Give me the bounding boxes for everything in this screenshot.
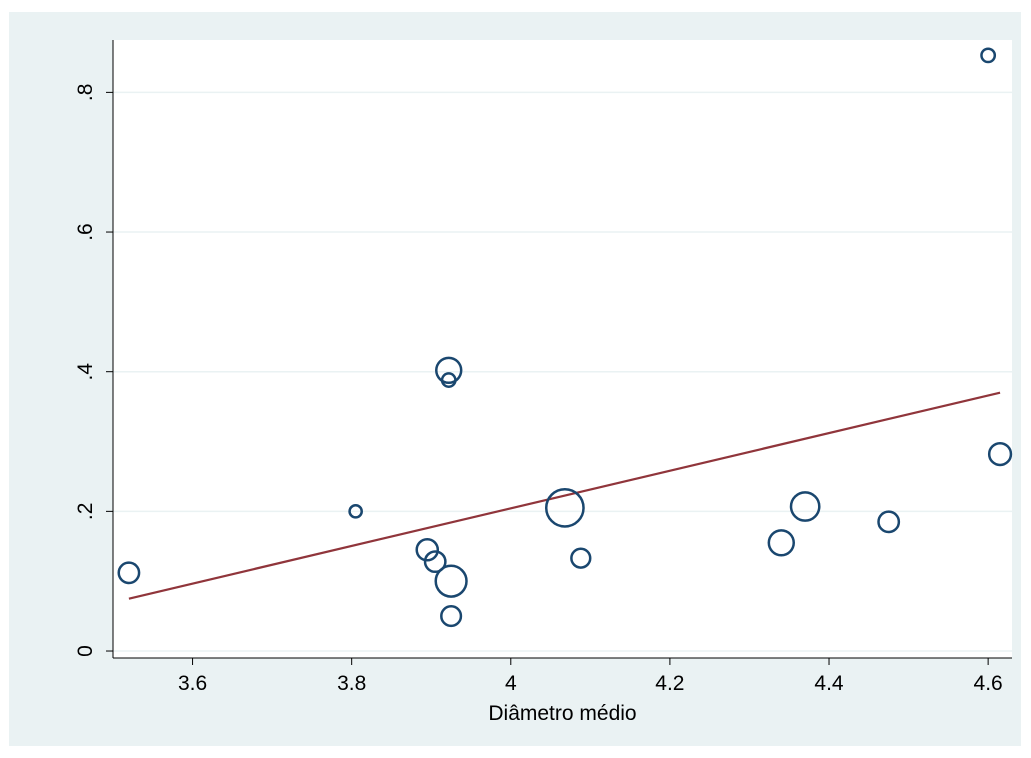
plot-area [113,40,1012,658]
x-tick-label: 4 [505,672,517,695]
scatter-point [348,504,363,519]
scatter-point [877,510,901,534]
grid-lines [113,91,1012,652]
x-axis-title: Diâmetro médio [488,702,636,725]
scatter-point [117,561,141,585]
x-tick-label: 3.8 [337,672,366,695]
x-tick-label: 4.4 [814,672,844,695]
x-tick-label: 3.6 [178,672,207,695]
scatter-point [415,537,440,562]
scatter-point [440,605,463,628]
y-tick-label: .8 [74,84,97,102]
scatter-point [435,356,463,385]
scatter-point [980,47,997,64]
scatter-point [570,547,592,569]
y-tick-label: .6 [74,223,97,241]
y-axis-ticks: 0 .2 .4 .6 .8 [74,84,113,657]
points-layer [117,47,1013,628]
scatter-point [789,491,821,522]
scatter-point [440,372,457,388]
scatter-point [544,487,585,528]
y-tick-label: 0 [74,645,97,657]
x-tick-label: 4.6 [974,672,1003,695]
y-tick-label: .2 [74,503,97,521]
scatter-point [434,564,468,598]
scatter-point [767,529,795,557]
scatter-point [423,550,447,574]
y-tick-label: .4 [74,363,97,381]
x-axis-ticks: 3.6 3.8 4 4.2 4.4 4.6 [178,658,1003,695]
x-tick-label: 4.2 [655,672,684,695]
scatter-plot: 0 .2 .4 .6 .8 3.6 3.8 4 4.2 4.4 4.6 Diâmetro médi… [74,40,1013,725]
fit-line [128,391,1001,600]
fit-line-layer [128,391,1001,600]
scatter-point [987,441,1013,467]
chart-frame: 0 .2 .4 .6 .8 3.6 3.8 4 4.2 4.4 4.6 Diâmetro médi… [9,12,1021,746]
